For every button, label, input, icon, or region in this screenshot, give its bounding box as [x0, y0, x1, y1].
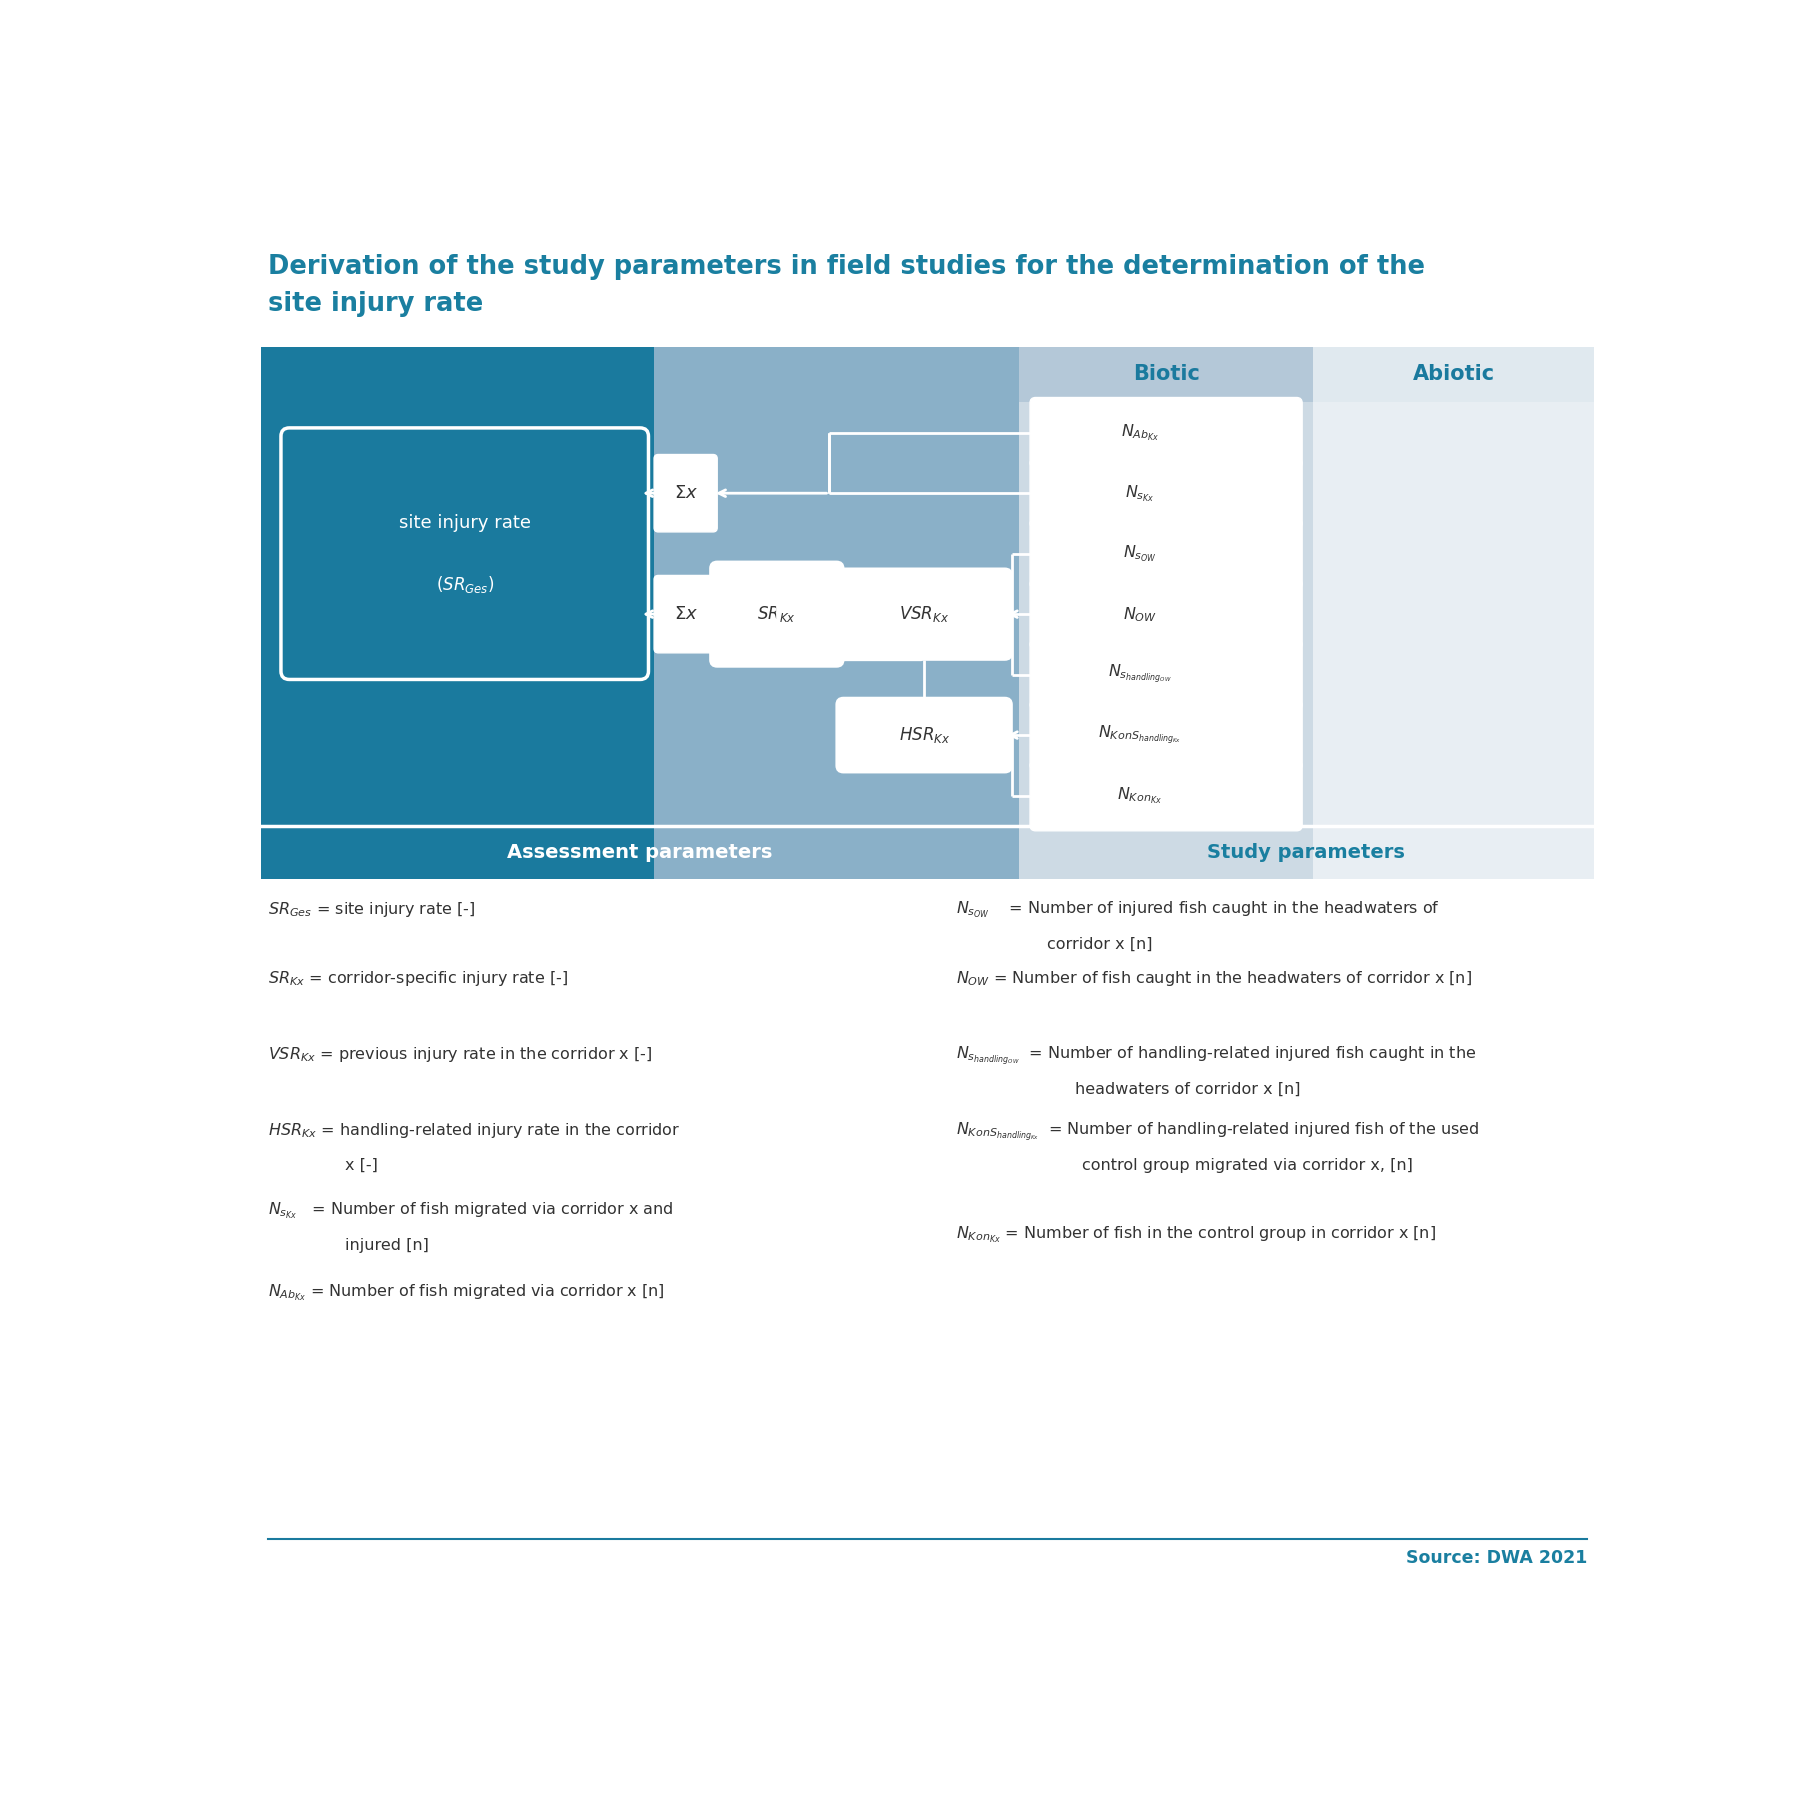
FancyBboxPatch shape: [653, 454, 717, 531]
FancyBboxPatch shape: [1030, 397, 1301, 468]
Text: $N_{OW}$: $N_{OW}$: [1122, 605, 1157, 623]
Text: injured [n]: injured [n]: [346, 1239, 429, 1253]
Bar: [653, 346, 1019, 880]
Text: $N_{KonS_{handling_{Kx}}}$: $N_{KonS_{handling_{Kx}}}$: [1099, 723, 1182, 747]
FancyBboxPatch shape: [1030, 700, 1301, 770]
Text: $N_{s_{OW}}$: $N_{s_{OW}}$: [1122, 544, 1157, 564]
FancyBboxPatch shape: [1030, 458, 1301, 528]
Text: $N_{Ab_{Kx}}$ = Number of fish migrated via corridor x [n]: $N_{Ab_{Kx}}$ = Number of fish migrated …: [268, 1282, 664, 1303]
Bar: [1314, 346, 1595, 402]
Text: $N_{Ab_{Kx}}$: $N_{Ab_{Kx}}$: [1120, 422, 1160, 443]
Text: $N_{s_{Kx}}$   = Number of fish migrated via corridor x and: $N_{s_{Kx}}$ = Number of fish migrated v…: [268, 1201, 673, 1221]
FancyBboxPatch shape: [1030, 639, 1301, 709]
Text: site injury rate: site injury rate: [268, 291, 483, 318]
Text: Study parameters: Study parameters: [1207, 844, 1405, 862]
FancyBboxPatch shape: [653, 576, 717, 653]
Text: $VSR_{Kx}$ = previous injury rate in the corridor x [-]: $VSR_{Kx}$ = previous injury rate in the…: [268, 1045, 653, 1064]
Text: $N_{Kon_{Kx}}$ = Number of fish in the control group in corridor x [n]: $N_{Kon_{Kx}}$ = Number of fish in the c…: [956, 1224, 1435, 1246]
Text: $HSR_{Kx}$ = handling-related injury rate in the corridor: $HSR_{Kx}$ = handling-related injury rat…: [268, 1120, 681, 1140]
Bar: [1019, 346, 1314, 402]
FancyBboxPatch shape: [1030, 761, 1301, 831]
Text: $HSR_{Kx}$: $HSR_{Kx}$: [898, 725, 950, 745]
Text: $N_{KonS_{handling_{Kx}}}$  = Number of handling-related injured fish of the use: $N_{KonS_{handling_{Kx}}}$ = Number of h…: [956, 1120, 1479, 1143]
Text: $SR_{Ges}$ = site injury rate [-]: $SR_{Ges}$ = site injury rate [-]: [268, 899, 476, 919]
FancyBboxPatch shape: [710, 562, 843, 666]
Bar: [1019, 402, 1314, 826]
Text: Assessment parameters: Assessment parameters: [507, 844, 773, 862]
Bar: [261, 346, 653, 880]
Text: Derivation of the study parameters in field studies for the determination of the: Derivation of the study parameters in fi…: [268, 255, 1424, 280]
Bar: [1314, 826, 1595, 880]
Text: $\Sigma x$: $\Sigma x$: [673, 605, 697, 623]
Text: corridor x [n]: corridor x [n]: [1046, 937, 1153, 951]
Text: headwaters of corridor x [n]: headwaters of corridor x [n]: [1075, 1082, 1300, 1097]
Text: Biotic: Biotic: [1133, 364, 1200, 384]
Bar: [1019, 826, 1314, 880]
Text: $\Sigma x$: $\Sigma x$: [673, 485, 697, 503]
Text: site injury rate: site injury rate: [398, 515, 530, 533]
Text: control group migrated via corridor x, [n]: control group migrated via corridor x, […: [1082, 1158, 1414, 1172]
FancyBboxPatch shape: [836, 698, 1012, 772]
FancyBboxPatch shape: [1030, 519, 1301, 589]
Text: $N_{s_{handling_{OW}}}$  = Number of handling-related injured fish caught in the: $N_{s_{handling_{OW}}}$ = Number of hand…: [956, 1045, 1475, 1068]
FancyBboxPatch shape: [836, 569, 1012, 661]
Text: $N_{Kon_{Kx}}$: $N_{Kon_{Kx}}$: [1117, 784, 1162, 806]
Text: $N_{s_{Kx}}$: $N_{s_{Kx}}$: [1126, 483, 1155, 504]
Text: Source: DWA 2021: Source: DWA 2021: [1406, 1549, 1587, 1567]
Text: $N_{s_{handling_{OW}}}$: $N_{s_{handling_{OW}}}$: [1108, 662, 1171, 686]
Text: $N_{OW}$ = Number of fish caught in the headwaters of corridor x [n]: $N_{OW}$ = Number of fish caught in the …: [956, 969, 1472, 987]
Text: $SR_{Kx}$: $SR_{Kx}$: [757, 605, 796, 625]
Text: x [-]: x [-]: [346, 1158, 378, 1172]
Text: $VSR_{Kx}$: $VSR_{Kx}$: [900, 605, 948, 625]
FancyBboxPatch shape: [1030, 580, 1301, 650]
Text: Abiotic: Abiotic: [1412, 364, 1495, 384]
Text: $SR_{Kx}$ = corridor-specific injury rate [-]: $SR_{Kx}$ = corridor-specific injury rat…: [268, 969, 568, 987]
Text: $(SR_{Ges})$: $(SR_{Ges})$: [436, 574, 494, 594]
Bar: [1314, 402, 1595, 826]
Text: $N_{s_{OW}}$    = Number of injured fish caught in the headwaters of: $N_{s_{OW}}$ = Number of injured fish ca…: [956, 899, 1439, 921]
